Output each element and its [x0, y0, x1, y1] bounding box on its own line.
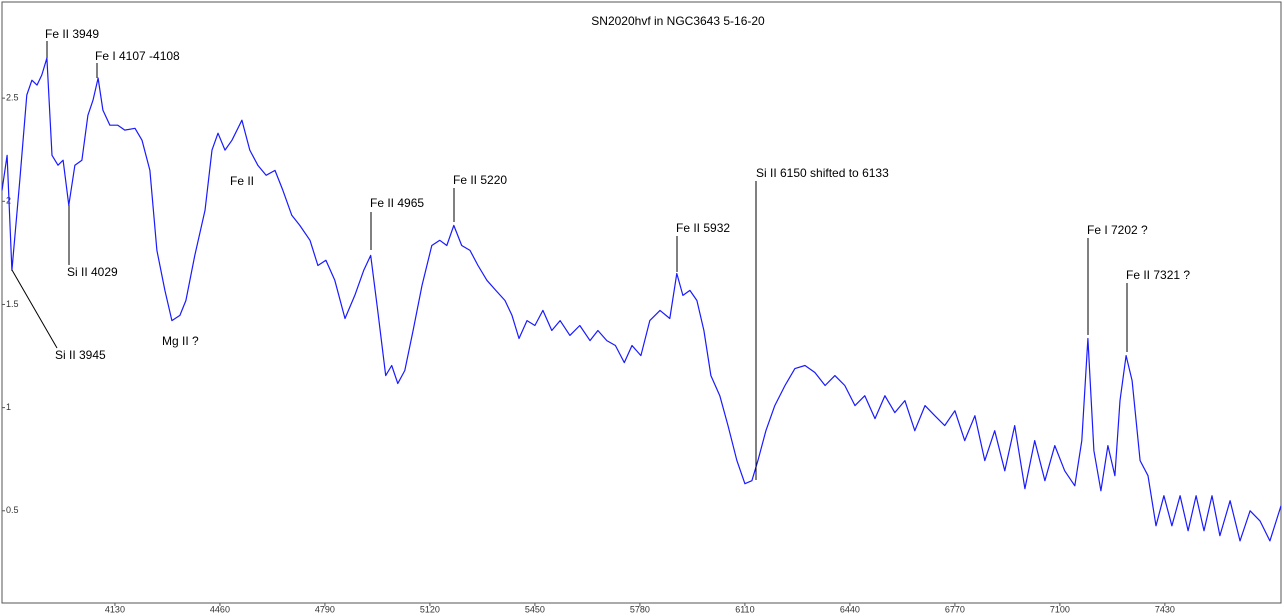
- x-tick-label: 5450: [525, 604, 545, 614]
- annotation: Fe I 4107 -4108: [95, 49, 180, 63]
- x-tick-label: 4790: [315, 604, 335, 614]
- y-tick-label: 1: [6, 402, 11, 412]
- annotation: Fe I 7202 ?: [1087, 223, 1148, 237]
- annotation: Fe II 5220: [453, 173, 507, 187]
- chart-title: SN2020hvf in NGC3643 5-16-20: [591, 14, 765, 28]
- annotation: Fe II 7321 ?: [1126, 268, 1190, 282]
- x-tick-label: 6110: [735, 604, 754, 614]
- y-tick-label: 0.5: [6, 505, 19, 515]
- annotation: Mg II ?: [162, 334, 199, 348]
- x-tick-label: 4460: [210, 604, 230, 614]
- x-tick-label: 7430: [1155, 604, 1175, 614]
- spectrum-line: [1, 57, 1282, 542]
- annotation: Si II 4029: [67, 265, 118, 279]
- annotation: Fe II 5932: [676, 221, 730, 235]
- annotation: Fe II 4965: [370, 196, 424, 210]
- x-tick-label: 7100: [1050, 604, 1070, 614]
- annotation-line: [11, 269, 58, 349]
- x-tick-label: 6440: [840, 604, 860, 614]
- y-tick-label: 1.5: [6, 299, 19, 309]
- x-tick-label: 5780: [630, 604, 650, 614]
- x-tick-label: 4130: [105, 604, 125, 614]
- annotation: Si II 3945: [55, 348, 106, 362]
- x-tick-label: 5120: [420, 604, 440, 614]
- x-tick-label: 6770: [945, 604, 965, 614]
- y-tick-label: 2.5: [6, 93, 19, 103]
- plot-frame: [1, 1, 1282, 604]
- annotation: Si II 6150 shifted to 6133: [756, 166, 889, 180]
- annotation: Fe II: [230, 174, 254, 188]
- annotation: Fe II 3949: [45, 27, 99, 41]
